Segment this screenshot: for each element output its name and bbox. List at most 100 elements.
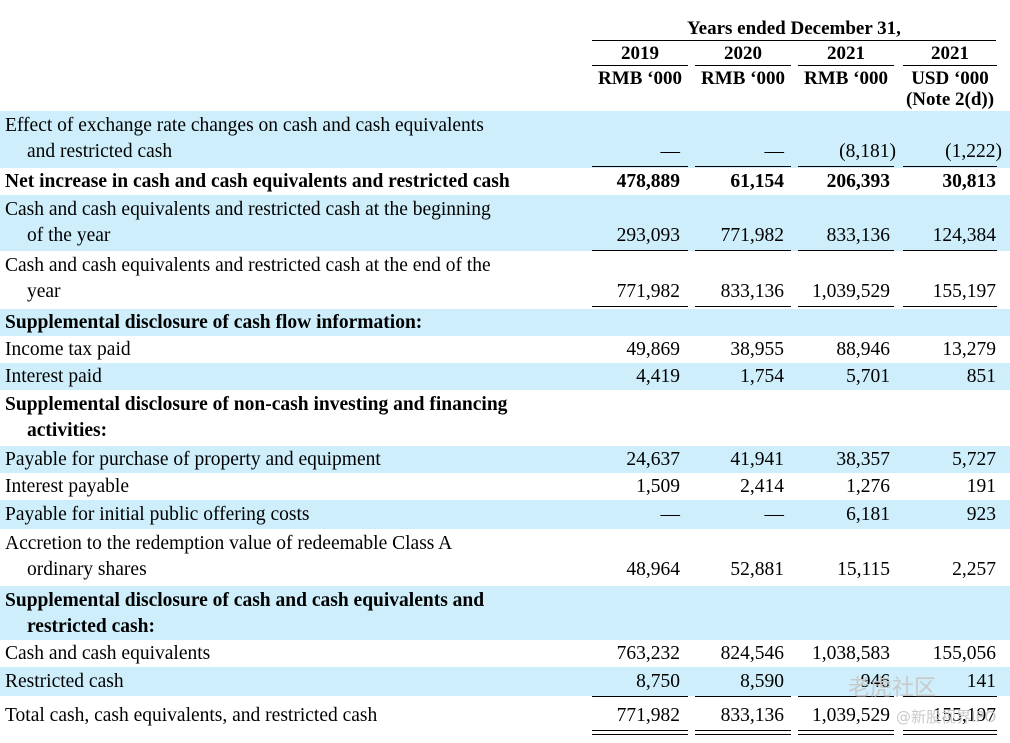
- value-cell: 8,590: [740, 671, 784, 692]
- row-label-line1: Net increase in cash and cash equivalent…: [5, 171, 510, 192]
- value-cell: 5,727: [952, 449, 996, 470]
- watermark-logo: 老虎社区: [848, 676, 937, 701]
- single-underline: [695, 166, 791, 167]
- row-label: Cash and cash equivalents and restricted…: [5, 197, 590, 249]
- row-label-line1: Accretion to the redemption value of red…: [5, 533, 453, 554]
- row-label: Income tax paid: [5, 337, 590, 363]
- value-cell: 833,136: [826, 225, 890, 246]
- row-label: Restricted cash: [5, 669, 590, 695]
- value-cell: 4,419: [636, 366, 680, 387]
- row-label: Payable for initial public offering cost…: [5, 502, 590, 528]
- value-cell: 141: [966, 671, 996, 692]
- row-label: Payable for purchase of property and equ…: [5, 447, 590, 473]
- single-underline: [903, 696, 997, 697]
- value-cell: (1,222): [945, 141, 1002, 162]
- value-cell: 8,750: [636, 671, 680, 692]
- value-cell: 30,813: [942, 171, 996, 192]
- value-cell: —: [660, 141, 681, 162]
- value-cell: 6,181: [846, 504, 890, 525]
- row-label: Total cash, cash equivalents, and restri…: [5, 703, 590, 729]
- single-underline: [798, 250, 894, 251]
- single-underline: [798, 166, 894, 167]
- value-cell: —: [764, 504, 785, 525]
- value-cell: 38,357: [836, 449, 890, 470]
- table-row: Supplemental disclosure of cash and cash…: [0, 586, 1010, 640]
- col-currency-2020: RMB ‘000: [701, 68, 785, 89]
- row-label-line2: year: [27, 281, 61, 302]
- row-label-line1: Effect of exchange rate changes on cash …: [5, 115, 484, 136]
- double-underline: [592, 730, 688, 735]
- single-underline: [903, 166, 997, 167]
- row-label-line1: Interest paid: [5, 366, 102, 387]
- row-label: Net increase in cash and cash equivalent…: [5, 169, 590, 195]
- row-label-line2: and restricted cash: [27, 141, 173, 162]
- table-row: Cash and cash equivalents and restricted…: [0, 251, 1010, 311]
- value-cell: 851: [966, 366, 996, 387]
- value-cell: 124,384: [932, 225, 996, 246]
- value-cell: 88,946: [836, 339, 890, 360]
- value-cell: 1,039,529: [812, 705, 890, 726]
- row-label: Accretion to the redemption value of red…: [5, 531, 590, 583]
- single-underline: [592, 166, 688, 167]
- table-row: Payable for initial public offering cost…: [0, 500, 1010, 529]
- value-cell: 41,941: [730, 449, 784, 470]
- col-year-2019: 2019: [592, 43, 688, 66]
- row-label-line2: activities:: [27, 420, 108, 441]
- row-label: Supplemental disclosure of non-cash inve…: [5, 392, 590, 444]
- value-cell: 1,039,529: [812, 281, 890, 302]
- single-underline: [695, 696, 791, 697]
- table-row: Cash and cash equivalents and restricted…: [0, 195, 1010, 251]
- value-cell: 1,509: [636, 476, 680, 497]
- row-label-line1: Payable for initial public offering cost…: [5, 504, 310, 525]
- table-row: Effect of exchange rate changes on cash …: [0, 111, 1010, 168]
- value-cell: 946: [860, 671, 890, 692]
- value-cell: —: [660, 504, 681, 525]
- col-note-2021-usd: (Note 2(d)): [905, 89, 995, 110]
- row-label: Interest payable: [5, 474, 590, 500]
- row-label-line1: Cash and cash equivalents and restricted…: [5, 255, 491, 276]
- period-header: Years ended December 31,: [592, 18, 996, 41]
- table-row: Accretion to the redemption value of red…: [0, 529, 1010, 586]
- table-row: Net increase in cash and cash equivalent…: [0, 168, 1010, 195]
- table-row: Cash and cash equivalents 763,232 824,546 1…: [0, 640, 1010, 667]
- value-cell: 1,038,583: [812, 643, 890, 664]
- value-cell: 206,393: [826, 171, 890, 192]
- value-cell: 48,964: [626, 559, 680, 580]
- table-row: Total cash, cash equivalents, and restri…: [0, 696, 1010, 736]
- value-cell: 155,197: [932, 281, 996, 302]
- single-underline: [903, 250, 997, 251]
- col-year-2021-rmb: 2021: [798, 43, 894, 66]
- row-label-line2: ordinary shares: [27, 559, 147, 580]
- value-cell: 771,982: [616, 281, 680, 302]
- value-cell: 13,279: [942, 339, 996, 360]
- value-cell: 24,637: [626, 449, 680, 470]
- value-cell: 38,955: [730, 339, 784, 360]
- row-label: Supplemental disclosure of cash and cash…: [5, 588, 590, 640]
- row-label: Interest paid: [5, 364, 590, 390]
- double-underline: [903, 730, 997, 735]
- table-row: Restricted cash 8,750 8,590 946 141: [0, 667, 1010, 697]
- value-cell: 824,546: [720, 643, 784, 664]
- row-label-line2: of the year: [27, 225, 111, 246]
- value-cell: 2,414: [740, 476, 784, 497]
- watermark-handle: @新股视界IPO: [896, 708, 997, 726]
- table-row: Payable for purchase of property and equ…: [0, 446, 1010, 473]
- table-row: Interest paid 4,419 1,754 5,701 851: [0, 363, 1010, 390]
- value-cell: 763,232: [616, 643, 680, 664]
- row-label-line1: Interest payable: [5, 476, 129, 497]
- table-row: Interest payable 1,509 2,414 1,276 191: [0, 473, 1010, 500]
- row-label: Supplemental disclosure of cash flow inf…: [5, 310, 590, 336]
- value-cell: 771,982: [616, 705, 680, 726]
- row-label-line1: Cash and cash equivalents and restricted…: [5, 199, 491, 220]
- row-label-line1: Cash and cash equivalents: [5, 643, 211, 664]
- value-cell: 61,154: [730, 171, 784, 192]
- single-underline: [592, 250, 688, 251]
- value-cell: 191: [966, 476, 996, 497]
- value-cell: 771,982: [720, 225, 784, 246]
- col-year-2020: 2020: [695, 43, 791, 66]
- col-currency-2021-rmb: RMB ‘000: [804, 68, 888, 89]
- row-label-line1: Income tax paid: [5, 339, 131, 360]
- value-cell: 49,869: [626, 339, 680, 360]
- row-label-line1: Supplemental disclosure of cash and cash…: [5, 590, 485, 611]
- row-label: Effect of exchange rate changes on cash …: [5, 113, 590, 165]
